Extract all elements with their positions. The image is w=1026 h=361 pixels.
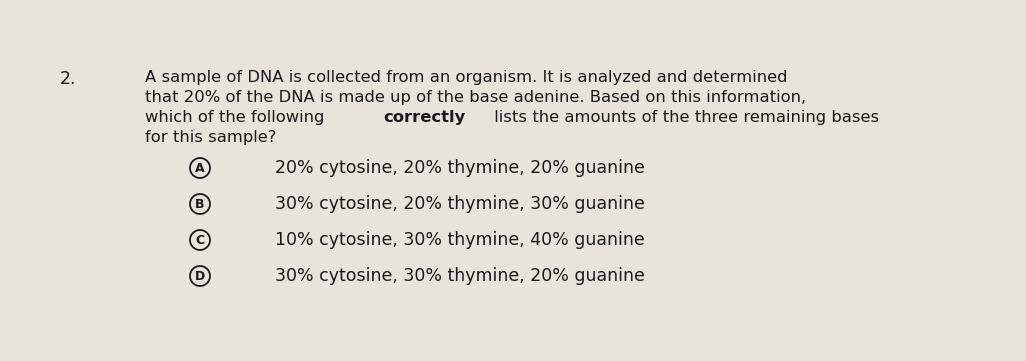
Text: D: D [195, 270, 205, 283]
Text: that 20% of the DNA is made up of the base adenine. Based on this information,: that 20% of the DNA is made up of the ba… [145, 90, 806, 105]
Text: correctly: correctly [384, 110, 466, 125]
Text: for this sample?: for this sample? [145, 130, 276, 145]
Text: 10% cytosine, 30% thymine, 40% guanine: 10% cytosine, 30% thymine, 40% guanine [275, 231, 644, 249]
Text: 30% cytosine, 30% thymine, 20% guanine: 30% cytosine, 30% thymine, 20% guanine [275, 267, 645, 285]
Text: 30% cytosine, 20% thymine, 30% guanine: 30% cytosine, 20% thymine, 30% guanine [275, 195, 645, 213]
Text: A sample of DNA is collected from an organism. It is analyzed and determined: A sample of DNA is collected from an org… [145, 70, 788, 85]
Text: A: A [195, 161, 205, 174]
Text: 2.: 2. [60, 70, 77, 88]
Text: lists the amounts of the three remaining bases: lists the amounts of the three remaining… [489, 110, 879, 125]
Text: 20% cytosine, 20% thymine, 20% guanine: 20% cytosine, 20% thymine, 20% guanine [275, 159, 645, 177]
Text: C: C [195, 234, 204, 247]
Text: B: B [195, 197, 205, 210]
Text: which of the following: which of the following [145, 110, 329, 125]
